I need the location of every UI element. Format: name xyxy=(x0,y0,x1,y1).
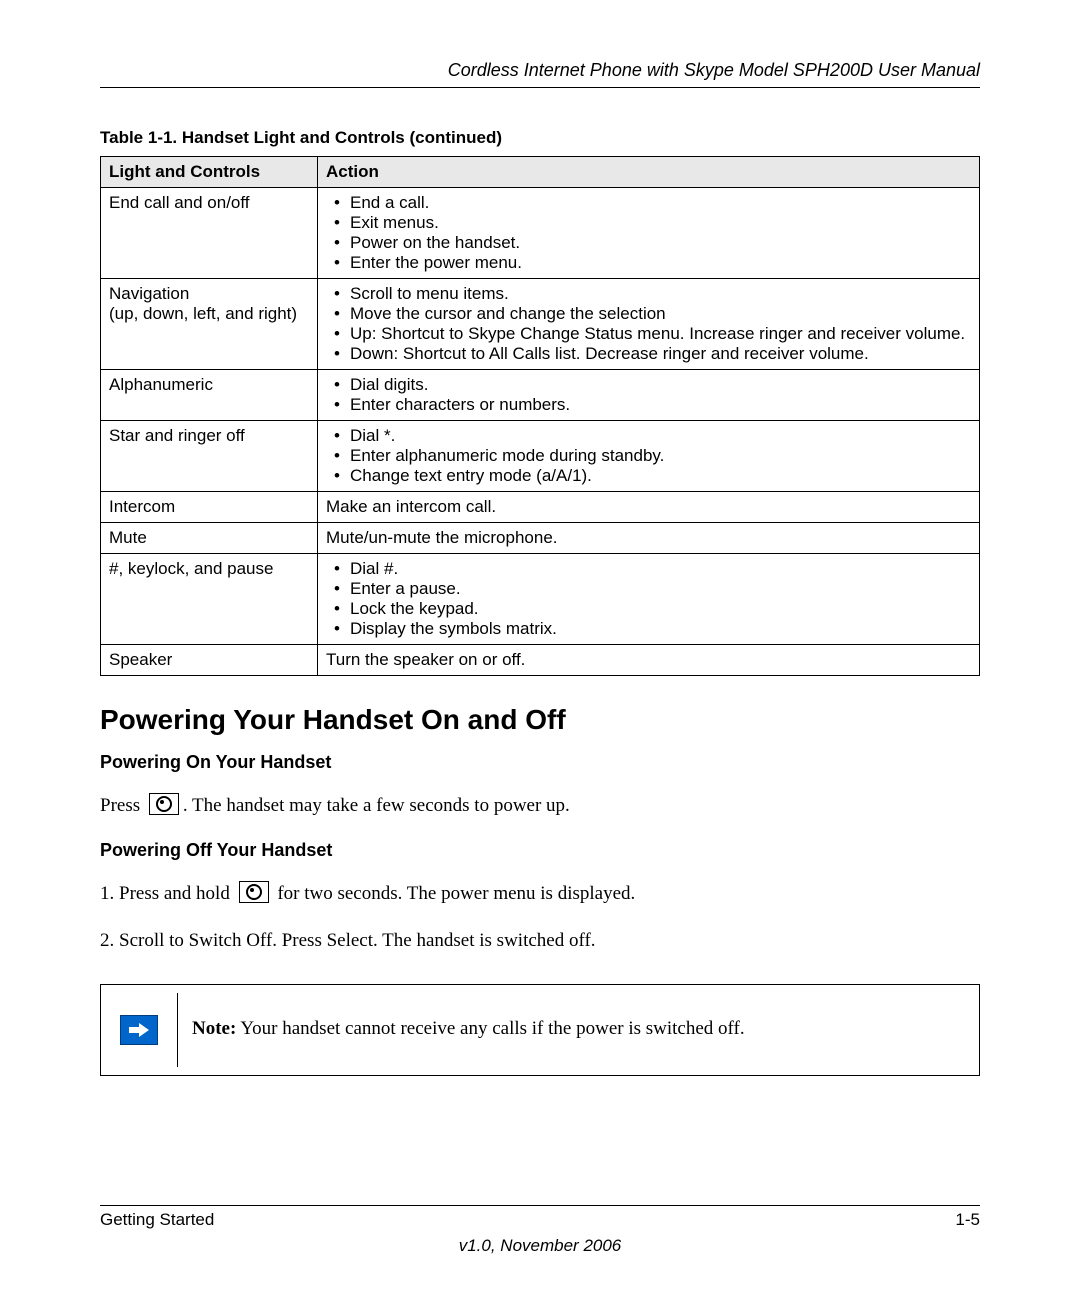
action-item: End a call. xyxy=(340,193,971,213)
action-item: Enter a pause. xyxy=(340,579,971,599)
note-box: Note: Your handset cannot receive any ca… xyxy=(100,984,980,1076)
col-header-controls: Light and Controls xyxy=(101,157,318,188)
action-item: Enter characters or numbers. xyxy=(340,395,971,415)
action-item: Enter alphanumeric mode during standby. xyxy=(340,446,971,466)
subsection-off: Powering Off Your Handset xyxy=(100,840,980,861)
action-cell: Dial #. Enter a pause. Lock the keypad. … xyxy=(318,554,980,645)
action-item: Power on the handset. xyxy=(340,233,971,253)
action-cell: Turn the speaker on or off. xyxy=(318,645,980,676)
step1-after: for two seconds. The power menu is displ… xyxy=(273,883,636,904)
action-item: Dial #. xyxy=(340,559,971,579)
power-off-step1: 1. Press and hold for two seconds. The p… xyxy=(100,880,980,909)
power-off-step2: 2. Scroll to Switch Off. Press Select. T… xyxy=(100,927,980,956)
action-item: Lock the keypad. xyxy=(340,599,971,619)
note-text: Note: Your handset cannot receive any ca… xyxy=(178,985,979,1075)
control-cell: End call and on/off xyxy=(101,188,318,279)
running-header: Cordless Internet Phone with Skype Model… xyxy=(100,60,980,88)
press-before: Press xyxy=(100,795,145,816)
col-header-action: Action xyxy=(318,157,980,188)
control-sublabel: (up, down, left, and right) xyxy=(109,304,297,323)
note-icon-cell xyxy=(101,985,177,1075)
table-row: End call and on/off End a call. Exit men… xyxy=(101,188,980,279)
table-caption: Table 1-1. Handset Light and Controls (c… xyxy=(100,128,980,148)
footer-left: Getting Started xyxy=(100,1210,214,1230)
action-item: Exit menus. xyxy=(340,213,971,233)
control-cell: Star and ringer off xyxy=(101,421,318,492)
action-item: Enter the power menu. xyxy=(340,253,971,273)
table-row: Navigation (up, down, left, and right) S… xyxy=(101,279,980,370)
control-cell: Navigation (up, down, left, and right) xyxy=(101,279,318,370)
table-row: Intercom Make an intercom call. xyxy=(101,492,980,523)
action-item: Move the cursor and change the selection xyxy=(340,304,971,324)
table-row: Alphanumeric Dial digits. Enter characte… xyxy=(101,370,980,421)
arrow-right-icon xyxy=(120,1015,158,1045)
action-cell: End a call. Exit menus. Power on the han… xyxy=(318,188,980,279)
press-after: . The handset may take a few seconds to … xyxy=(183,795,570,816)
power-on-paragraph: Press . The handset may take a few secon… xyxy=(100,792,980,821)
action-cell: Dial *. Enter alphanumeric mode during s… xyxy=(318,421,980,492)
action-item: Change text entry mode (a/A/1). xyxy=(340,466,971,486)
note-label: Note: xyxy=(192,1018,236,1039)
action-item: Dial digits. xyxy=(340,375,971,395)
action-item: Down: Shortcut to All Calls list. Decrea… xyxy=(340,344,971,364)
control-cell: Mute xyxy=(101,523,318,554)
page-footer: Getting Started 1-5 v1.0, November 2006 xyxy=(100,1205,980,1256)
section-heading: Powering Your Handset On and Off xyxy=(100,704,980,736)
table-header-row: Light and Controls Action xyxy=(101,157,980,188)
action-cell: Dial digits. Enter characters or numbers… xyxy=(318,370,980,421)
table-row: Speaker Turn the speaker on or off. xyxy=(101,645,980,676)
action-cell: Scroll to menu items. Move the cursor an… xyxy=(318,279,980,370)
action-cell: Mute/un-mute the microphone. xyxy=(318,523,980,554)
table-row: Mute Mute/un-mute the microphone. xyxy=(101,523,980,554)
step1-before: 1. Press and hold xyxy=(100,883,235,904)
subsection-on: Powering On Your Handset xyxy=(100,752,980,773)
note-body: Your handset cannot receive any calls if… xyxy=(236,1018,744,1039)
footer-version: v1.0, November 2006 xyxy=(100,1236,980,1256)
action-cell: Make an intercom call. xyxy=(318,492,980,523)
power-button-icon xyxy=(239,881,269,903)
control-cell: Alphanumeric xyxy=(101,370,318,421)
control-cell: Intercom xyxy=(101,492,318,523)
power-button-icon xyxy=(149,793,179,815)
action-item: Scroll to menu items. xyxy=(340,284,971,304)
control-cell: Speaker xyxy=(101,645,318,676)
footer-right: 1-5 xyxy=(955,1210,980,1230)
action-item: Up: Shortcut to Skype Change Status menu… xyxy=(340,324,971,344)
control-cell: #, keylock, and pause xyxy=(101,554,318,645)
table-row: #, keylock, and pause Dial #. Enter a pa… xyxy=(101,554,980,645)
table-row: Star and ringer off Dial *. Enter alphan… xyxy=(101,421,980,492)
controls-table: Light and Controls Action End call and o… xyxy=(100,156,980,676)
action-item: Dial *. xyxy=(340,426,971,446)
action-item: Display the symbols matrix. xyxy=(340,619,971,639)
control-label: Navigation xyxy=(109,284,189,303)
